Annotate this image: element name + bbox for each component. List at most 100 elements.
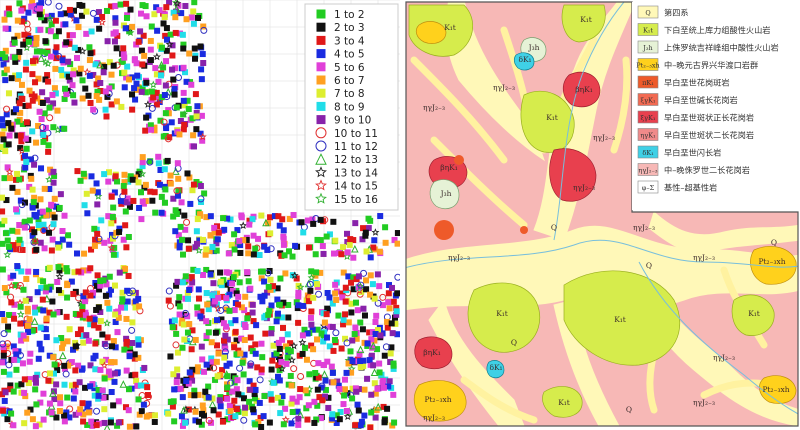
sample-point [394,230,400,237]
unit-label: Pt₂₋₃xh [424,395,451,404]
sample-point [80,293,87,300]
sample-point [74,168,81,175]
sample-point [91,242,98,249]
sample-point [358,418,365,425]
sample-point [22,66,29,73]
sample-point [320,310,327,317]
sample-point [100,361,109,369]
sample-point [256,376,264,384]
sample-point [174,349,181,356]
sample-point [245,312,252,319]
sample-point [89,187,96,194]
sample-point [258,268,265,275]
sample-point [203,290,210,297]
sample-point [393,311,400,318]
sample-point [305,298,312,305]
sample-point [352,299,359,306]
sample-point [33,40,40,47]
legend-swatch [316,101,326,111]
sample-point [184,97,191,104]
sample-point [313,269,320,276]
sample-point [275,362,282,369]
sample-point [189,187,196,194]
sample-point [208,400,217,408]
legend-entry: ξγK₁ 早白垩世碱长花岗岩 [637,93,738,106]
sample-point [213,358,220,365]
sample-point [96,25,103,32]
sample-point [33,34,40,41]
sample-point [45,78,52,85]
sample-point [174,160,181,167]
sample-point [332,237,339,244]
sample-point [276,345,283,352]
unit-label: K₁t [558,398,570,407]
sample-point [274,310,281,317]
sample-point [32,379,39,386]
sample-point [326,323,333,330]
sample-point [191,0,198,6]
sample-point [108,389,115,396]
sample-point [245,278,252,285]
sample-point [89,422,96,429]
sample-point [128,326,136,334]
sample-point [155,160,162,167]
sample-point [11,36,18,43]
sample-point [363,248,370,255]
legend-label: 早白垩世碱长花岗岩 [664,95,738,105]
sample-point [320,250,327,257]
sample-point [261,292,268,299]
sample-point [135,341,142,348]
sample-point [314,326,321,333]
sample-point [372,319,379,326]
sample-point [394,331,400,338]
sample-point [37,26,44,33]
sample-point [319,397,326,404]
sample-point [285,314,292,321]
sample-point [332,329,340,337]
sample-point [143,413,150,420]
sample-point [113,98,120,105]
sample-point [70,92,77,99]
sample-point [261,393,268,400]
sample-point [119,57,126,64]
sample-point [61,95,68,102]
sample-point [39,296,46,303]
sample-point [147,57,154,64]
sample-point [95,9,102,16]
sample-point [83,332,90,339]
sample-point [368,391,375,398]
sample-point [129,91,136,98]
sample-point [107,359,114,366]
sample-point [53,381,60,388]
sample-point [299,332,306,339]
sample-point [46,400,53,407]
sample-point [169,324,176,331]
sample-point [172,228,179,235]
sample-point [328,363,335,370]
sample-point [191,392,198,399]
sample-point [44,13,51,20]
sample-point [107,286,114,293]
sample-point [162,32,169,39]
sample-point [262,218,270,227]
sample-point [261,314,268,321]
unit-label: ηγJ₂₋₃ [593,133,615,142]
sample-point [329,369,336,376]
sample-point [348,279,355,286]
sample-point [3,289,10,296]
sample-point [50,179,57,186]
sample-point [237,242,244,249]
sample-point [324,358,331,365]
sample-point [41,245,48,252]
legend-entry: ηγJ₂₋₃ 中–晚侏罗世二长花岗岩 [637,163,750,176]
sample-point [306,371,313,378]
legend-swatch [637,128,659,141]
sample-point [364,340,371,347]
sample-point [65,73,72,80]
legend-label: 4 to 5 [334,49,365,61]
sample-point [280,421,287,428]
sample-point [191,45,198,52]
sample-point [77,177,84,184]
sample-point [144,392,151,399]
sample-point [71,99,78,106]
